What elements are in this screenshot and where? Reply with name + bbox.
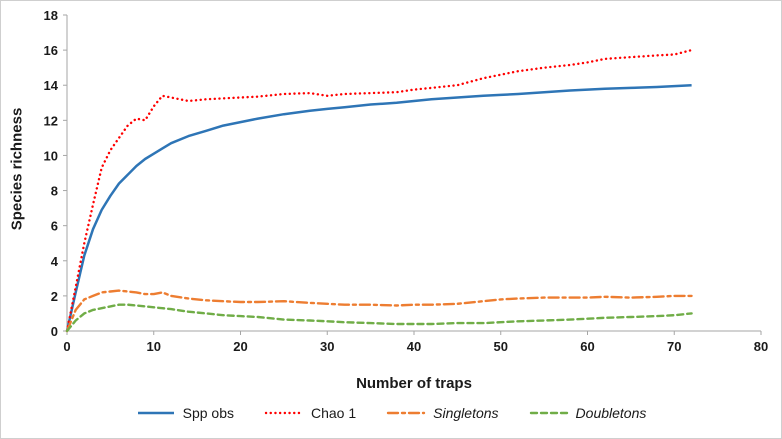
plot-area: 0 10 20 30 40 50 60 70 80 0 2 4 6 8 10 12 14 16 18: [44, 8, 769, 353]
svg-text:4: 4: [51, 254, 59, 269]
svg-text:80: 80: [754, 339, 768, 353]
legend-label: Spp obs: [182, 405, 234, 421]
svg-text:14: 14: [44, 78, 59, 93]
legend: Spp obs Chao 1 Singletons Doubletons: [1, 405, 781, 421]
legend-item-doubletons: Doubletons: [529, 405, 647, 421]
svg-text:50: 50: [494, 339, 508, 353]
legend-label: Singletons: [433, 405, 499, 421]
svg-text:30: 30: [320, 339, 334, 353]
svg-text:0: 0: [51, 324, 58, 339]
legend-label: Chao 1: [311, 405, 357, 421]
legend-line-swatch: [529, 411, 568, 415]
svg-text:10: 10: [44, 148, 58, 163]
y-axis-title: Species richness: [8, 107, 26, 231]
svg-text:2: 2: [51, 289, 58, 304]
svg-text:40: 40: [407, 339, 421, 353]
svg-text:0: 0: [63, 339, 70, 353]
svg-text:12: 12: [44, 113, 58, 128]
legend-line-swatch: [264, 411, 304, 415]
legend-line-swatch: [386, 411, 426, 415]
legend-item-spp-obs: Spp obs: [136, 405, 234, 421]
legend-item-chao-1: Chao 1: [264, 405, 356, 421]
svg-text:20: 20: [233, 339, 247, 353]
legend-item-singletons: Singletons: [386, 405, 499, 421]
legend-line-swatch: [137, 411, 174, 415]
x-axis-title: Number of traps: [356, 375, 472, 392]
svg-text:60: 60: [580, 339, 594, 353]
svg-text:18: 18: [44, 8, 58, 23]
svg-text:8: 8: [51, 184, 58, 199]
svg-text:10: 10: [147, 339, 161, 353]
legend-label: Doubletons: [575, 405, 647, 421]
svg-text:6: 6: [51, 219, 58, 234]
svg-text:16: 16: [44, 43, 58, 58]
svg-text:70: 70: [667, 339, 681, 353]
